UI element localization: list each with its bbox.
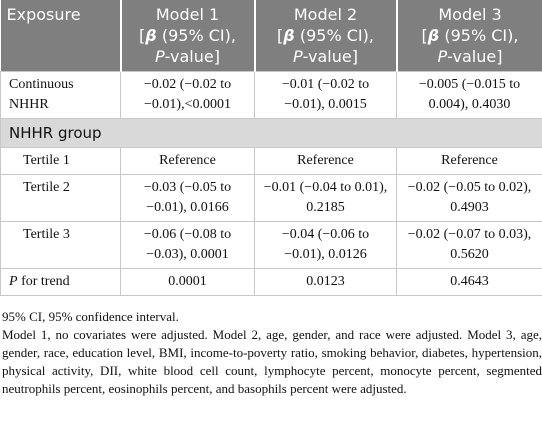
cell: −0.02 (−0.02 to −0.01),<0.0001 bbox=[120, 71, 255, 119]
footnote: Model 1, no covariates were adjusted. Mo… bbox=[2, 327, 542, 396]
cell: Reference bbox=[254, 147, 397, 175]
row-label: Continuous NHHR bbox=[0, 71, 121, 119]
footnotes: 95% CI, 95% confidence interval. Model 1,… bbox=[0, 296, 542, 398]
section-row: NHHR group bbox=[0, 118, 542, 148]
model-name: Model 3 bbox=[438, 5, 502, 24]
p: P bbox=[437, 47, 448, 66]
model-name: Model 2 bbox=[293, 5, 358, 24]
table-row: Continuous NHHR −0.02 (−0.02 to −0.01),<0… bbox=[0, 71, 542, 119]
header-cell: Model 3 [β (95% CI), P-value] bbox=[395, 0, 542, 72]
p-value: -value] bbox=[447, 47, 503, 66]
ci: (95% CI), bbox=[439, 26, 519, 45]
cell: −0.06 (−0.08 to −0.03), 0.0001 bbox=[120, 221, 255, 269]
cell: −0.005 (−0.015 to 0.004), 0.4030 bbox=[396, 71, 542, 119]
row-label: P for trend bbox=[0, 268, 121, 296]
ci: (95% CI), bbox=[156, 26, 236, 45]
p-value: -value] bbox=[302, 47, 358, 66]
row-label: Tertile 3 bbox=[0, 221, 121, 269]
beta: β bbox=[283, 26, 295, 45]
table-row: P for trend 0.0001 0.0123 0.4643 bbox=[0, 268, 542, 296]
section-label: NHHR group bbox=[0, 118, 542, 148]
bracket: [ bbox=[421, 26, 428, 45]
p-value: -value] bbox=[164, 47, 220, 66]
cell: Reference bbox=[120, 147, 255, 175]
bracket: [ bbox=[139, 26, 146, 45]
cell: −0.04 (−0.06 to −0.01), 0.0126 bbox=[254, 221, 397, 269]
header-text: Exposure bbox=[6, 5, 81, 24]
cell: Reference bbox=[396, 147, 542, 175]
cell: 0.0123 bbox=[254, 268, 397, 296]
cell: 0.0001 bbox=[120, 268, 255, 296]
cell: −0.02 (−0.07 to 0.03), 0.5620 bbox=[396, 221, 542, 269]
beta: β bbox=[145, 26, 157, 45]
header-cell: Model 1 [β (95% CI), P-value] bbox=[119, 0, 255, 72]
header-cell: Exposure bbox=[0, 0, 121, 72]
results-table: Exposure Model 1 [β (95% CI), P-value] Mode… bbox=[0, 0, 542, 296]
row-label: Tertile 1 bbox=[0, 147, 121, 175]
header-row: Exposure Model 1 [β (95% CI), P-value] Mode… bbox=[0, 0, 542, 72]
row-label: Tertile 2 bbox=[0, 174, 121, 222]
trend-label: for trend bbox=[17, 274, 70, 289]
model-name: Model 1 bbox=[155, 5, 220, 24]
p: P bbox=[9, 274, 18, 289]
p: P bbox=[293, 47, 303, 66]
beta: β bbox=[427, 26, 440, 45]
cell: −0.01 (−0.04 to 0.01), 0.2185 bbox=[254, 174, 397, 222]
table-row: Tertile 2 −0.03 (−0.05 to −0.01), 0.0166−… bbox=[0, 174, 542, 222]
table-row: Tertile 1 Reference Reference Reference bbox=[0, 147, 542, 175]
cell: −0.01 (−0.02 to −0.01), 0.0015 bbox=[254, 71, 397, 119]
cell: 0.4643 bbox=[396, 268, 542, 296]
table-body: Continuous NHHR −0.02 (−0.02 to −0.01),<0… bbox=[0, 71, 542, 296]
cell: −0.02 (−0.05 to 0.02), 0.4903 bbox=[396, 174, 542, 222]
header-cell: Model 2 [β (95% CI), P-value] bbox=[253, 0, 397, 72]
footnote: 95% CI, 95% confidence interval. bbox=[2, 309, 179, 324]
cell: −0.03 (−0.05 to −0.01), 0.0166 bbox=[120, 174, 255, 222]
p: P bbox=[155, 47, 165, 66]
bracket: [ bbox=[277, 26, 284, 45]
ci: (95% CI), bbox=[294, 26, 374, 45]
table-row: Tertile 3 −0.06 (−0.08 to −0.03), 0.0001−… bbox=[0, 221, 542, 269]
